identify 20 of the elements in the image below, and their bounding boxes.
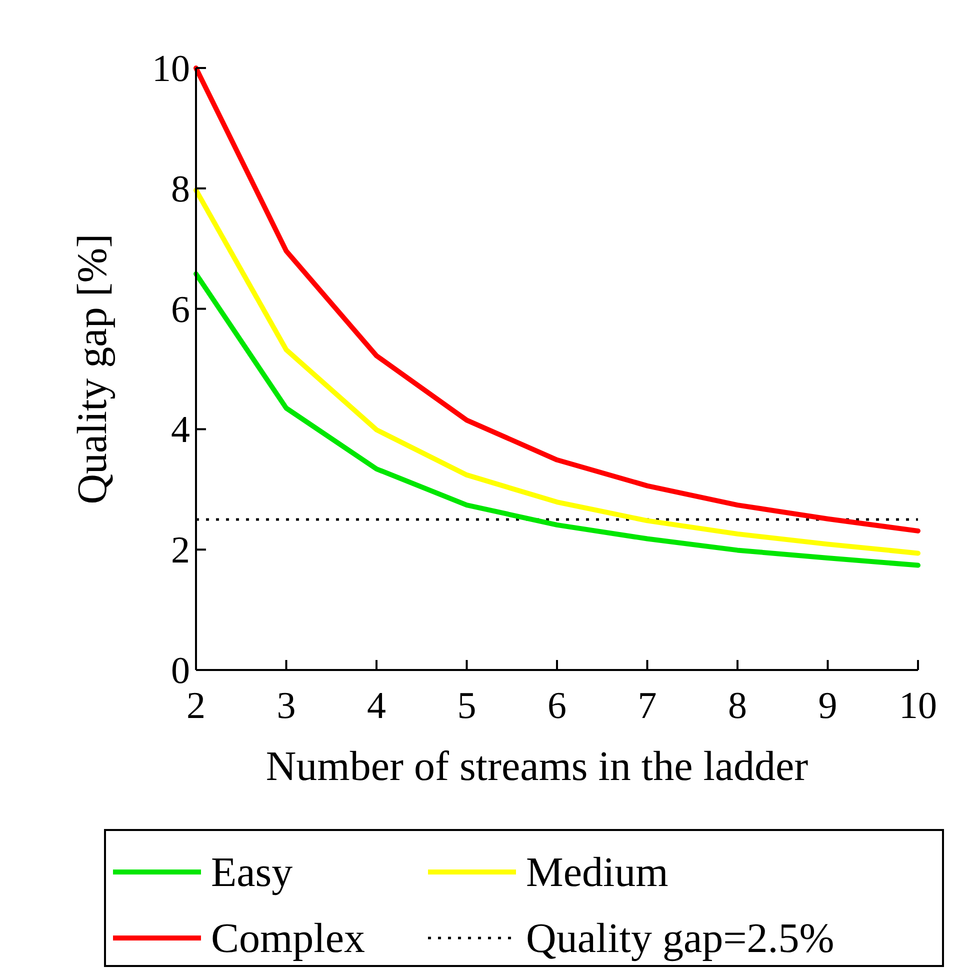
x-tick-label: 9 <box>818 685 838 727</box>
y-tick-label: 6 <box>171 288 190 331</box>
x-tick-label: 10 <box>899 685 937 727</box>
y-tick-label: 10 <box>152 48 190 90</box>
x-tick-label: 5 <box>457 685 476 727</box>
legend-label: Complex <box>211 916 365 962</box>
x-tick-label: 6 <box>548 685 566 727</box>
x-tick-label: 3 <box>276 685 296 727</box>
x-tick-label: 4 <box>367 685 386 727</box>
y-axis-title: Quality gap [%] <box>70 234 116 504</box>
y-tick-label: 0 <box>171 650 190 692</box>
y-tick-label: 8 <box>171 168 190 210</box>
legend-label: Medium <box>526 850 669 896</box>
legend-label: Easy <box>211 850 293 896</box>
y-tick-label: 4 <box>171 409 190 452</box>
y-tick-label: 2 <box>171 530 190 572</box>
x-tick-label: 8 <box>728 685 747 727</box>
x-tick-label: 7 <box>638 685 657 727</box>
x-axis-title: Number of streams in the ladder <box>266 744 808 790</box>
legend-label: Quality gap=2.5% <box>526 916 834 962</box>
